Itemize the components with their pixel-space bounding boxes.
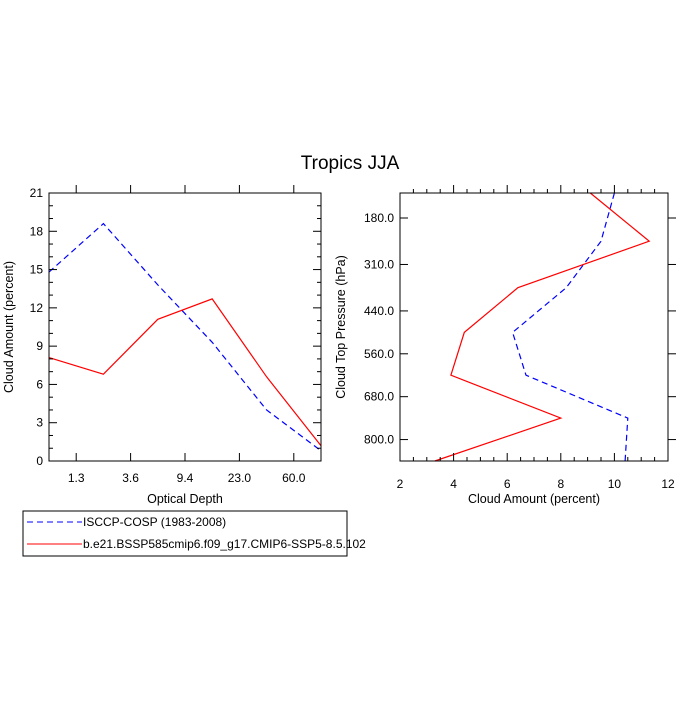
right-obs-line (511, 192, 629, 462)
left-obs-line (48, 222, 322, 452)
left-x-tick-label: 23.0 (228, 471, 252, 485)
left-y-tick-label: 0 (36, 454, 43, 468)
right-y-tick-label: 680.0 (364, 390, 394, 404)
legend-label-model: b.e21.BSSP585cmip6.f09_g17.CMIP6-SSP5-8.… (83, 537, 366, 551)
left-x-tick-label: 1.3 (68, 471, 85, 485)
right-y-tick-label: 310.0 (364, 257, 394, 271)
left-y-tick-label: 9 (36, 339, 43, 353)
legend-label-obs: ISCCP-COSP (1983-2008) (83, 515, 226, 529)
left-axis-ticks: 1.3 3.6 9.4 23.0 60.0 0 3 6 9 12 15 18 21 (30, 185, 321, 485)
right-y-tick-label: 560.0 (364, 347, 394, 361)
right-y-tick-label: 180.0 (364, 211, 394, 225)
left-y-tick-label: 6 (36, 377, 43, 391)
left-x-axis-label: Optical Depth (147, 492, 223, 506)
left-series-lines (48, 222, 322, 452)
legend: ISCCP-COSP (1983-2008) b.e21.BSSP585cmip… (22, 510, 366, 557)
left-model-line (48, 298, 322, 447)
right-y-tick-label: 800.0 (364, 433, 394, 447)
left-y-tick-label: 3 (36, 416, 43, 430)
right-plot-frame (399, 192, 669, 462)
left-y-tick-label: 21 (30, 186, 44, 200)
right-x-tick-label: 6 (504, 477, 511, 491)
left-x-tick-label: 60.0 (282, 471, 306, 485)
right-x-tick-label: 12 (661, 477, 675, 491)
left-x-tick-label: 9.4 (177, 471, 194, 485)
chart-title: Tropics JJA (301, 153, 400, 174)
left-y-axis-label: Cloud Amount (percent) (2, 261, 16, 393)
left-y-tick-label: 15 (30, 263, 44, 277)
right-x-tick-label: 4 (450, 477, 457, 491)
left-x-tick-label: 3.6 (122, 471, 139, 485)
left-y-tick-label: 12 (30, 301, 44, 315)
right-x-axis-label: Cloud Amount (percent) (468, 492, 600, 506)
left-plot-frame (48, 192, 322, 462)
legend-box (22, 510, 348, 557)
right-x-tick-label: 10 (608, 477, 622, 491)
right-x-tick-label: 8 (557, 477, 564, 491)
left-y-tick-label: 18 (30, 224, 44, 238)
right-y-axis-label: Cloud Top Pressure (hPa) (334, 255, 348, 399)
right-axis-ticks: 2 4 6 8 10 12 180.0 310.0 440.0 560.0 680.0 800.0 (364, 185, 676, 491)
right-series-lines (434, 192, 651, 462)
right-x-tick-label: 2 (397, 477, 404, 491)
optical-depth-panel: 1.3 3.6 9.4 23.0 60.0 0 3 6 9 12 15 18 21 Optical De… (2, 185, 322, 506)
cloud-top-pressure-panel: 2 4 6 8 10 12 180.0 310.0 440.0 560.0 680.0 800.0 C… (334, 185, 676, 506)
right-model-line (434, 192, 651, 462)
right-y-tick-label: 440.0 (364, 304, 394, 318)
